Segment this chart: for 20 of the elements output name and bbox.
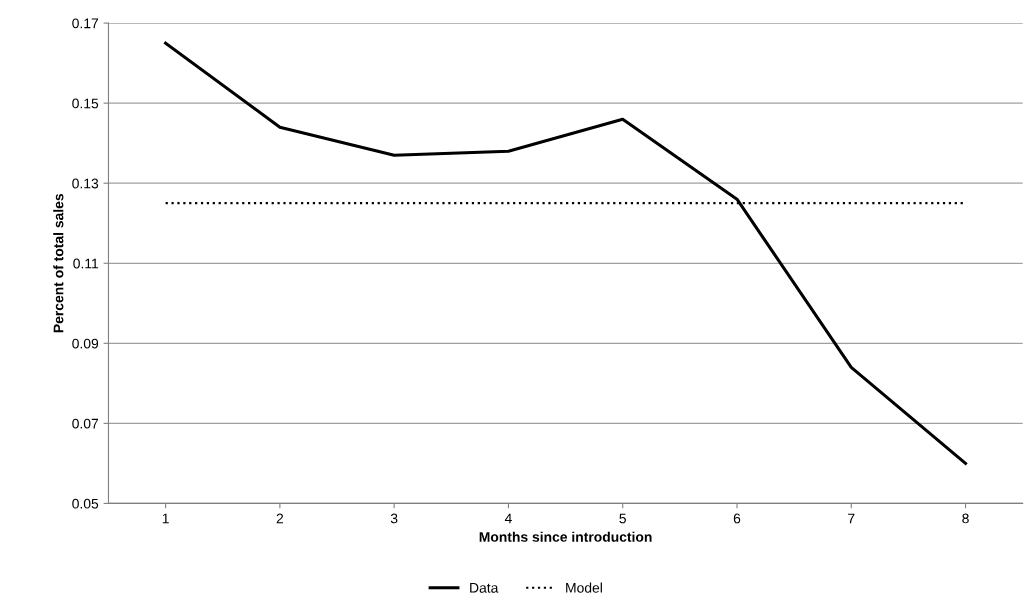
x-axis-title: Months since introduction xyxy=(479,531,652,542)
x-tick-label: 1 xyxy=(162,513,169,524)
y-tick-label: 0.11 xyxy=(73,258,99,269)
y-tick-label: 0.05 xyxy=(72,498,99,509)
y-tick-label: 0.15 xyxy=(72,98,99,109)
x-tick-label: 6 xyxy=(733,513,741,524)
x-tick-label: 3 xyxy=(390,513,398,524)
y-axis-title: Percent of total sales xyxy=(53,193,64,333)
line-series xyxy=(164,41,968,465)
x-tick-label: 7 xyxy=(848,513,855,524)
x-tick-label: 2 xyxy=(276,513,284,524)
legend-label: Model xyxy=(566,582,602,593)
y-tick-label: 0.13 xyxy=(72,178,99,189)
x-tick-label: 8 xyxy=(962,513,969,524)
x-tick-label: 5 xyxy=(619,513,626,524)
x-tick-label: 4 xyxy=(504,513,512,524)
y-tick-label: 0.07 xyxy=(72,418,99,429)
y-tick-label: 0.09 xyxy=(72,338,99,349)
legend-label: Data xyxy=(470,583,499,593)
y-tick-label: 0.17 xyxy=(72,18,99,29)
